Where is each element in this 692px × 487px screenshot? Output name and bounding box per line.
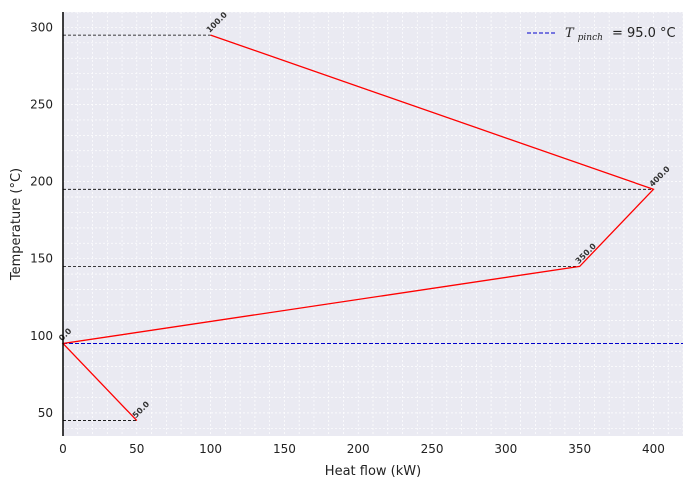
legend-value: = 95.0 °C <box>612 26 676 41</box>
x-tick-label: 350 <box>568 442 591 456</box>
y-tick-label: 100 <box>30 329 53 343</box>
y-tick-label: 300 <box>30 20 53 34</box>
legend-pinch-entry: T pinch = 95.0 °C <box>565 24 676 44</box>
y-tick-label: 250 <box>30 98 53 112</box>
y-tick-label: 50 <box>38 406 53 420</box>
y-tick-labels: 50 100 150 200 250 300 <box>30 20 53 419</box>
x-axis-label: Heat flow (kW) <box>325 464 421 479</box>
x-tick-label: 400 <box>642 442 665 456</box>
grand-composite-curve <box>61 34 655 422</box>
legend-subscript: pinch <box>578 33 603 43</box>
y-axis-label: Temperature (°C) <box>9 168 24 281</box>
x-tick-label: 50 <box>129 442 144 456</box>
y-tick-label: 200 <box>30 175 53 189</box>
legend: T pinch = 95.0 °C <box>527 24 676 44</box>
x-tick-label: 300 <box>494 442 517 456</box>
x-tick-label: 100 <box>199 442 222 456</box>
temperature-interval-lines <box>63 34 654 421</box>
y-tick-label: 150 <box>30 252 53 266</box>
x-tick-label: 150 <box>273 442 296 456</box>
x-tick-labels: 0 50 100 150 200 250 300 350 400 <box>59 442 665 456</box>
x-tick-label: 0 <box>59 442 67 456</box>
legend-symbol: T <box>565 26 575 41</box>
x-tick-label: 200 <box>347 442 370 456</box>
grid <box>62 11 684 436</box>
x-tick-label: 250 <box>421 442 444 456</box>
